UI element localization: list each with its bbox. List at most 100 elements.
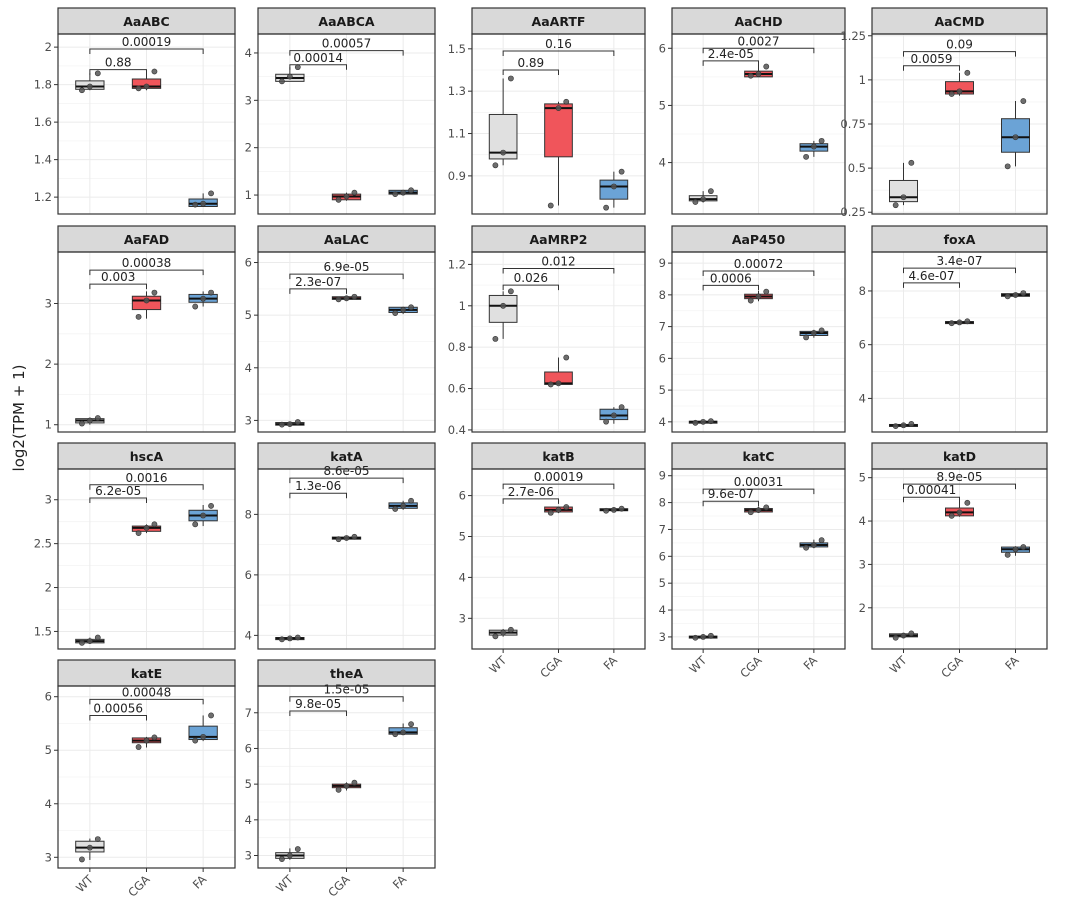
facet-strip	[257, 442, 436, 470]
data-point	[279, 421, 285, 428]
data-point	[408, 304, 414, 311]
data-point	[803, 334, 810, 341]
y-tick-label: 8	[245, 507, 252, 521]
data-point	[408, 721, 414, 728]
y-tick-label: 9	[659, 469, 666, 483]
facet-title: katE	[131, 666, 162, 681]
data-point	[151, 734, 158, 741]
data-point	[755, 293, 762, 300]
panel-border	[57, 251, 236, 433]
data-point	[279, 856, 285, 862]
comparison-bracket: 0.16	[502, 37, 615, 56]
data-point	[79, 856, 85, 863]
p-value-label: 0.00041	[907, 483, 957, 497]
data-point	[143, 297, 150, 304]
bracket-line	[903, 51, 1016, 57]
data-point	[151, 521, 158, 528]
y-tick-label: 8	[859, 284, 866, 298]
bracket-line	[89, 48, 204, 54]
comparison-bracket: 4.6e-07	[903, 269, 960, 288]
comparison-bracket: 1.3e-06	[289, 479, 347, 499]
y-tick-label: 2	[45, 40, 52, 54]
y-tick-label: 4	[245, 361, 252, 375]
x-tick-label: CGA	[537, 653, 565, 681]
comparison-bracket: 0.00072	[702, 257, 815, 277]
data-point	[692, 634, 699, 641]
y-axis-label: log2(TPM + 1)	[10, 365, 28, 472]
facet-title: katD	[943, 449, 976, 464]
p-value-label: 0.0016	[126, 471, 168, 485]
box-WT	[688, 632, 718, 641]
data-point	[763, 288, 770, 295]
data-point	[747, 297, 754, 304]
data-point	[707, 418, 714, 425]
box-FA	[599, 505, 629, 514]
data-point	[94, 70, 101, 77]
box-FA	[388, 721, 418, 738]
comparison-bracket: 0.00048	[89, 685, 204, 705]
box-CGA	[331, 779, 362, 793]
data-point	[555, 380, 562, 387]
data-point	[555, 105, 562, 112]
bracket-line	[89, 484, 204, 490]
comparison-bracket: 2.4e-05	[702, 47, 759, 66]
comparison-bracket: 0.89	[502, 56, 559, 75]
p-value-label: 0.00038	[122, 256, 172, 270]
box-body	[488, 294, 518, 323]
box-FA	[1001, 98, 1030, 170]
data-point	[803, 544, 810, 551]
data-point	[908, 421, 915, 427]
p-value-label: 0.0027	[738, 34, 780, 48]
comparison-bracket: 0.0016	[89, 471, 204, 490]
p-value-label: 1.5e-05	[323, 683, 369, 697]
panel-border	[671, 33, 846, 215]
data-point	[818, 137, 825, 144]
comparison-bracket: 0.00019	[89, 35, 204, 54]
data-point	[400, 189, 407, 196]
y-tick-label: 3	[45, 850, 52, 864]
data-point	[351, 533, 358, 540]
bracket-line	[89, 283, 147, 290]
x-tick-label: FA	[190, 872, 209, 891]
data-point	[563, 504, 570, 510]
data-point	[763, 504, 770, 511]
box-WT	[75, 415, 105, 427]
box-FA	[599, 168, 629, 211]
data-point	[692, 419, 699, 426]
data-point	[618, 168, 625, 175]
bracket-line	[702, 488, 815, 495]
data-point	[86, 638, 93, 644]
facet-title: AaCHD	[734, 14, 782, 29]
x-tick-label: WT	[686, 653, 710, 677]
x-tick-label: CGA	[938, 653, 966, 681]
data-point	[143, 524, 150, 531]
data-point	[79, 639, 85, 646]
facet-AaARTF: AaARTF 0.9 1.1 1.3 1.5 0.890.16	[448, 7, 646, 215]
data-point	[500, 629, 507, 636]
facet-foxA: foxA 4 6 8 4.6e-073.4e-07	[859, 225, 1048, 433]
box-CGA	[544, 504, 573, 516]
box-FA	[388, 497, 418, 512]
comparison-bracket: 8.9e-05	[903, 470, 1016, 490]
box-WT	[275, 634, 305, 643]
box-WT	[488, 75, 518, 169]
comparison-bracket: 0.09	[903, 38, 1016, 57]
bracket-line	[702, 500, 759, 507]
data-point	[755, 71, 762, 77]
facet-strip	[671, 225, 846, 253]
box-body	[599, 179, 629, 200]
y-tick-label: 5	[459, 530, 466, 544]
data-point	[286, 421, 293, 428]
panel-border	[671, 251, 846, 433]
p-value-label: 0.0059	[911, 52, 953, 66]
p-value-label: 1.3e-06	[295, 479, 341, 493]
y-tick-label: 0.25	[840, 205, 866, 219]
y-tick-label: 2	[45, 581, 52, 595]
y-tick-label: 6	[245, 256, 252, 270]
y-tick-label: 1	[459, 299, 466, 313]
y-tick-label: 4	[659, 156, 666, 170]
bracket-line	[289, 64, 347, 70]
data-point	[1012, 134, 1019, 141]
